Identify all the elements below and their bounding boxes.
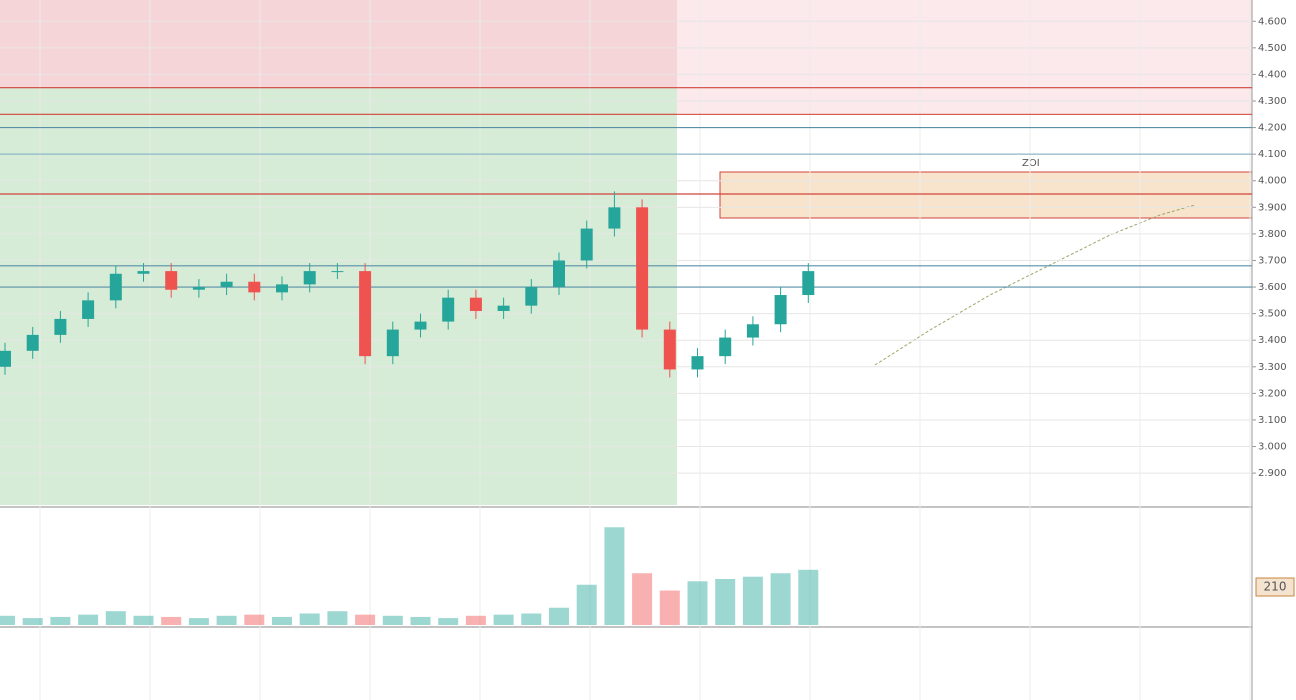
projection [874, 204, 1196, 366]
candle-body [220, 281, 233, 288]
candle-body [802, 271, 815, 296]
y-tick-label: 3.500 [1258, 309, 1287, 320]
volume-bar [438, 618, 459, 625]
candle-body [414, 321, 427, 330]
candle-body [469, 297, 482, 311]
y-tick-label: 4.600 [1258, 16, 1287, 27]
volume-bar [216, 615, 237, 625]
volume-bar [465, 615, 486, 625]
volume-bar [244, 614, 265, 625]
y-tick-label: 4.000 [1258, 176, 1287, 187]
volume-bar [798, 569, 819, 625]
volume-bar [50, 616, 71, 625]
volume-bar [549, 607, 569, 625]
y-tick-label: 2.900 [1258, 468, 1287, 479]
volume-bar [272, 616, 292, 625]
candle-body [192, 287, 205, 290]
candle-body [331, 271, 344, 273]
volume-bar [604, 527, 625, 625]
candle-body [580, 228, 593, 261]
volume-bar [715, 579, 736, 625]
candle-body [386, 329, 399, 357]
volume-bar [770, 573, 791, 625]
y-tick-label: 4.500 [1258, 43, 1287, 54]
candle-body [636, 207, 649, 330]
y-tick-label: 4.200 [1258, 123, 1287, 134]
candle-body [303, 271, 316, 285]
y-tick-label: 3.000 [1258, 442, 1287, 453]
volume-bar [299, 613, 320, 625]
volume-bar [327, 611, 348, 625]
candle-body [663, 329, 676, 370]
candle-body [525, 287, 538, 306]
candle-body [54, 318, 67, 335]
y-tick-label: 3.200 [1258, 388, 1287, 399]
candle-body [359, 271, 372, 357]
y-tick-label: 4.100 [1258, 149, 1287, 160]
y-tick-label: 3.600 [1258, 282, 1287, 293]
candle-body [82, 300, 95, 319]
volume-bar [742, 576, 763, 625]
volume-bar [632, 573, 653, 625]
candle-body [109, 273, 122, 301]
volume-bar [410, 616, 431, 625]
candle-body [248, 281, 261, 293]
y-tick-label: 3.400 [1258, 335, 1287, 346]
volume-bar [659, 590, 680, 625]
volume-bar [161, 616, 182, 625]
volume-bar [105, 611, 126, 625]
volume-bar [133, 615, 154, 625]
candle-body [553, 260, 565, 288]
volume-bar [355, 614, 376, 625]
y-tick-label: 3.800 [1258, 229, 1287, 240]
sell-zone [0, 0, 677, 88]
candle-body [442, 297, 455, 322]
y-tick-label: 4.300 [1258, 96, 1287, 107]
candle-body [137, 271, 150, 274]
volume-bar [0, 615, 15, 625]
y-tick-label: 3.100 [1258, 415, 1287, 426]
candle-body [497, 305, 510, 311]
y-tick-label: 4.400 [1258, 69, 1287, 80]
volume-bar [382, 615, 403, 625]
y-tick-label: 3.700 [1258, 255, 1287, 266]
annotation: ZOI [1022, 158, 1040, 169]
y-tick-label: 3.900 [1258, 202, 1287, 213]
volume-bar [78, 614, 99, 625]
candle-body [26, 334, 39, 351]
volume-bar [576, 584, 597, 625]
volume-bar [493, 614, 514, 625]
volume-bar [22, 618, 43, 625]
candle-body [691, 356, 704, 370]
volume-bar [687, 581, 708, 625]
sell-zone-right [677, 0, 1252, 113]
candle-body [608, 207, 621, 229]
volume-bar [521, 613, 542, 625]
buy-zone [0, 88, 677, 505]
y-tick-label: 3.300 [1258, 362, 1287, 373]
candle-body [774, 295, 787, 325]
target-box [719, 171, 1253, 219]
pane-label: 210 [1264, 580, 1287, 594]
candle-body [0, 350, 11, 367]
candle-body [746, 324, 759, 338]
candle-body [719, 337, 732, 357]
candle-body [276, 284, 288, 293]
volume-bar [188, 618, 209, 625]
candle-body [165, 271, 178, 290]
pane-label-box [1255, 577, 1295, 597]
